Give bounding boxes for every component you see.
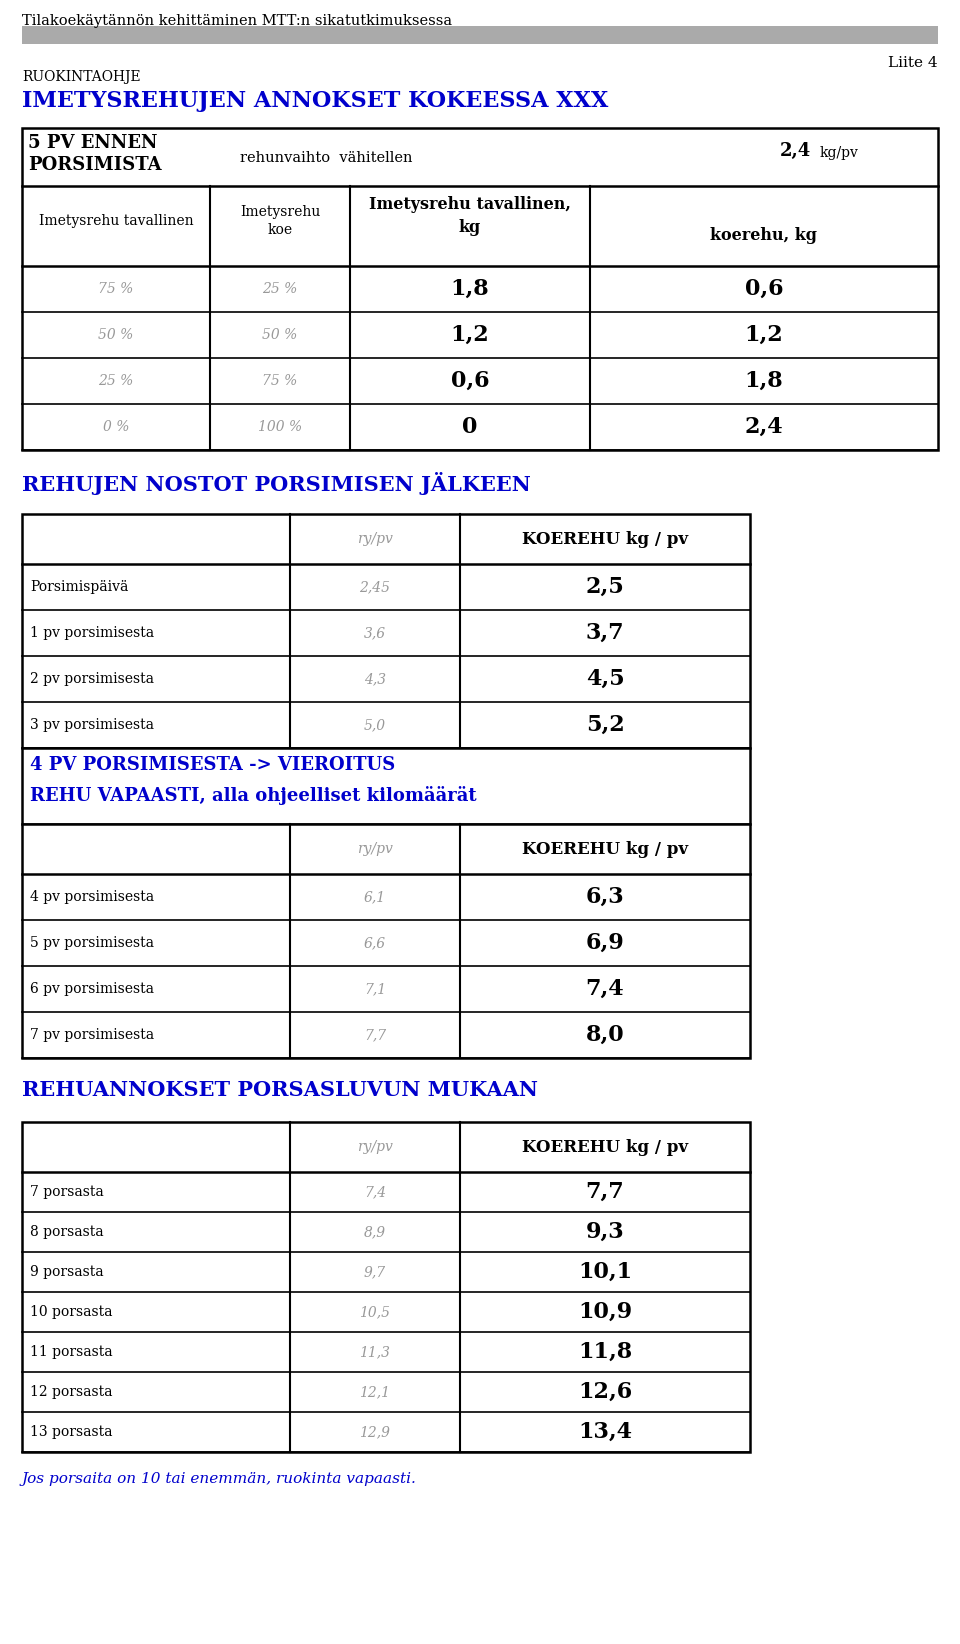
Text: 0: 0 — [463, 416, 478, 437]
Text: 10,5: 10,5 — [359, 1305, 391, 1318]
Text: 7,7: 7,7 — [586, 1180, 624, 1203]
Text: Tilakoekäytännön kehittäminen MTT:n sikatutkimuksessa: Tilakoekäytännön kehittäminen MTT:n sika… — [22, 15, 452, 28]
Text: 1,2: 1,2 — [745, 324, 783, 345]
Text: 2 pv porsimisesta: 2 pv porsimisesta — [30, 672, 154, 686]
Text: REHUANNOKSET PORSASLUVUN MUKAAN: REHUANNOKSET PORSASLUVUN MUKAAN — [22, 1080, 538, 1100]
Text: 9 porsasta: 9 porsasta — [30, 1264, 104, 1279]
Text: 11 porsasta: 11 porsasta — [30, 1345, 112, 1360]
Text: 7 porsasta: 7 porsasta — [30, 1185, 104, 1198]
Text: 13,4: 13,4 — [578, 1420, 632, 1443]
Text: 75 %: 75 % — [98, 283, 133, 296]
Bar — [22, 824, 750, 1059]
Text: 4 pv porsimisesta: 4 pv porsimisesta — [30, 889, 155, 904]
Text: REHU VAPAASTI, alla ohjeelliset kilomäärät: REHU VAPAASTI, alla ohjeelliset kilomäär… — [30, 786, 476, 806]
Text: 11,8: 11,8 — [578, 1342, 632, 1363]
Text: 1,2: 1,2 — [450, 324, 490, 345]
Text: 6,1: 6,1 — [364, 889, 386, 904]
Text: 1,8: 1,8 — [745, 370, 783, 391]
Text: 12,6: 12,6 — [578, 1381, 632, 1402]
Text: 13 porsasta: 13 porsasta — [30, 1425, 112, 1438]
Text: 100 %: 100 % — [258, 419, 302, 434]
Text: rehunvaihto  vähitellen: rehunvaihto vähitellen — [240, 151, 413, 164]
Text: 6,3: 6,3 — [586, 886, 624, 907]
Text: 4,5: 4,5 — [586, 667, 624, 690]
Text: 3,6: 3,6 — [364, 626, 386, 640]
Text: ry/pv: ry/pv — [357, 842, 393, 857]
Text: 0,6: 0,6 — [450, 370, 490, 391]
Text: 25 %: 25 % — [98, 373, 133, 388]
Text: 6,9: 6,9 — [586, 932, 624, 954]
Bar — [22, 515, 750, 748]
Text: REHUJEN NOSTOT PORSIMISEN JÄLKEEN: REHUJEN NOSTOT PORSIMISEN JÄLKEEN — [22, 472, 531, 495]
Text: 8 porsasta: 8 porsasta — [30, 1225, 104, 1240]
Text: KOEREHU kg / pv: KOEREHU kg / pv — [522, 840, 688, 858]
Text: 50 %: 50 % — [98, 329, 133, 342]
Text: koerehu, kg: koerehu, kg — [710, 227, 818, 245]
Bar — [22, 26, 938, 44]
Text: ry/pv: ry/pv — [357, 533, 393, 546]
Text: ry/pv: ry/pv — [357, 1139, 393, 1154]
Text: 1 pv porsimisesta: 1 pv porsimisesta — [30, 626, 155, 640]
Bar — [22, 128, 938, 450]
Text: 5,2: 5,2 — [586, 713, 624, 737]
Text: 7,4: 7,4 — [364, 1185, 386, 1198]
Text: 5 pv porsimisesta: 5 pv porsimisesta — [30, 935, 154, 950]
Text: KOEREHU kg / pv: KOEREHU kg / pv — [522, 1139, 688, 1156]
Text: 7 pv porsimisesta: 7 pv porsimisesta — [30, 1028, 155, 1042]
Text: 12 porsasta: 12 porsasta — [30, 1384, 112, 1399]
Text: 9,3: 9,3 — [586, 1221, 624, 1243]
Text: 4,3: 4,3 — [364, 672, 386, 686]
Text: 5 PV ENNEN: 5 PV ENNEN — [28, 135, 157, 151]
Bar — [22, 748, 750, 824]
Text: Imetysrehu
koe: Imetysrehu koe — [240, 206, 321, 237]
Text: 5,0: 5,0 — [364, 718, 386, 732]
Text: 7,7: 7,7 — [364, 1028, 386, 1042]
Text: 8,9: 8,9 — [364, 1225, 386, 1240]
Text: 2,5: 2,5 — [586, 575, 624, 598]
Text: 2,4: 2,4 — [780, 141, 811, 159]
Text: 2,4: 2,4 — [745, 416, 783, 437]
Text: 6,6: 6,6 — [364, 935, 386, 950]
Text: RUOKINTAOHJE: RUOKINTAOHJE — [22, 71, 140, 84]
Text: 10,9: 10,9 — [578, 1300, 632, 1323]
Text: KOEREHU kg / pv: KOEREHU kg / pv — [522, 531, 688, 547]
Text: 10,1: 10,1 — [578, 1261, 632, 1282]
Text: Porsimispäivä: Porsimispäivä — [30, 580, 129, 593]
Text: IMETYSREHUJEN ANNOKSET KOKEESSA XXX: IMETYSREHUJEN ANNOKSET KOKEESSA XXX — [22, 90, 609, 112]
Bar — [22, 1121, 750, 1452]
Text: 0,6: 0,6 — [745, 278, 783, 299]
Text: 50 %: 50 % — [262, 329, 298, 342]
Text: 6 pv porsimisesta: 6 pv porsimisesta — [30, 981, 154, 996]
Text: 9,7: 9,7 — [364, 1264, 386, 1279]
Text: 7,1: 7,1 — [364, 981, 386, 996]
Text: 8,0: 8,0 — [586, 1024, 624, 1046]
Text: 75 %: 75 % — [262, 373, 298, 388]
Text: 12,9: 12,9 — [359, 1425, 391, 1438]
Text: Imetysrehu tavallinen: Imetysrehu tavallinen — [38, 214, 193, 229]
Text: PORSIMISTA: PORSIMISTA — [28, 156, 161, 174]
Text: 3 pv porsimisesta: 3 pv porsimisesta — [30, 718, 154, 732]
Text: Imetysrehu tavallinen,
kg: Imetysrehu tavallinen, kg — [369, 196, 571, 235]
Text: 4 PV PORSIMISESTA -> VIEROITUS: 4 PV PORSIMISESTA -> VIEROITUS — [30, 756, 396, 774]
Text: 0 %: 0 % — [103, 419, 130, 434]
Text: 2,45: 2,45 — [359, 580, 391, 593]
Text: Liite 4: Liite 4 — [888, 56, 938, 71]
Text: 3,7: 3,7 — [586, 621, 624, 644]
Text: Jos porsaita on 10 tai enemmän, ruokinta vapaasti.: Jos porsaita on 10 tai enemmän, ruokinta… — [22, 1471, 417, 1486]
Text: 10 porsasta: 10 porsasta — [30, 1305, 112, 1318]
Text: 12,1: 12,1 — [359, 1384, 391, 1399]
Text: 1,8: 1,8 — [450, 278, 490, 299]
Text: 25 %: 25 % — [262, 283, 298, 296]
Text: 11,3: 11,3 — [359, 1345, 391, 1360]
Text: 7,4: 7,4 — [586, 978, 624, 1000]
Text: kg/pv: kg/pv — [820, 146, 859, 159]
